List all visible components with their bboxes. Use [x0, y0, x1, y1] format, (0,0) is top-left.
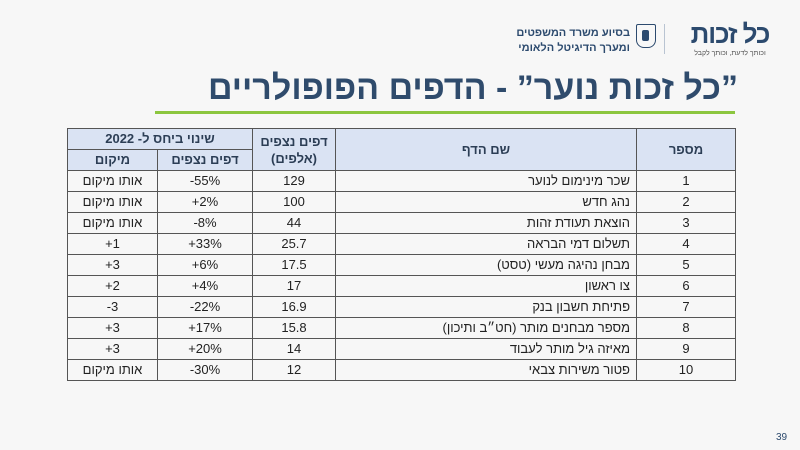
cell-page-name: פטור משירות צבאי: [335, 359, 637, 381]
cell-change-views: +6%: [157, 254, 253, 276]
cell-page-name: מספר מבחנים מותר (חט״ב ותיכון): [335, 317, 637, 339]
cell-number: 7: [636, 296, 736, 318]
cell-views: 17: [252, 275, 336, 297]
cell-page-name: צו ראשון: [335, 275, 637, 297]
kol-zchut-logo: כל זכות וכותך לדעת, וכותך לקבל: [672, 20, 788, 59]
cell-number: 3: [636, 212, 736, 234]
cell-change-rank: +3: [67, 338, 158, 360]
cell-change-views: +20%: [157, 338, 253, 360]
table-row: 4 תשלום דמי הבראה 25.7 +33% +1: [67, 233, 736, 255]
cell-page-name: מאיזה גיל מותר לעבוד: [335, 338, 637, 360]
cell-views: 100: [252, 191, 336, 213]
header-views: דפים נצפים (אלפים): [252, 128, 336, 171]
cell-views: 14: [252, 338, 336, 360]
cell-views: 25.7: [252, 233, 336, 255]
ministry-line-2: ומערך הדיגיטל הלאומי: [518, 42, 630, 54]
table-row: 7 פתיחת חשבון בנק 16.9 -22% -3: [67, 296, 736, 318]
logo-tagline: וכותך לדעת, וכותך לקבל: [694, 50, 766, 57]
page-number: 39: [776, 432, 788, 443]
cell-change-rank: +1: [67, 233, 158, 255]
cell-number: 2: [636, 191, 736, 213]
title-underline: [155, 111, 735, 114]
cell-number: 6: [636, 275, 736, 297]
cell-change-rank: אותו מיקום: [67, 170, 158, 192]
cell-page-name: תשלום דמי הבראה: [335, 233, 637, 255]
table-row: 10 פטור משירות צבאי 12 -30% אותו מיקום: [67, 359, 736, 381]
cell-change-views: +33%: [157, 233, 253, 255]
header-change-views: דפים נצפים: [157, 149, 253, 171]
cell-change-rank: אותו מיקום: [67, 212, 158, 234]
cell-change-views: +4%: [157, 275, 253, 297]
cell-number: 4: [636, 233, 736, 255]
cell-number: 9: [636, 338, 736, 360]
table-row: 6 צו ראשון 17 +4% +2: [67, 275, 736, 297]
table-row: 3 הוצאת תעודת זהות 44 -8% אותו מיקום: [67, 212, 736, 234]
logo-divider: [664, 24, 665, 54]
cell-views: 12: [252, 359, 336, 381]
header-change-rank: מיקום: [67, 149, 158, 171]
logo-text: כל זכות: [690, 19, 771, 49]
header-change-group: שינוי ביחס ל- 2022: [67, 128, 253, 150]
cell-page-name: שכר מינימום לנוער: [335, 170, 637, 192]
table-row: 8 מספר מבחנים מותר (חט״ב ותיכון) 15.8 +17% +…: [67, 317, 736, 339]
cell-views: 16.9: [252, 296, 336, 318]
cell-change-views: +2%: [157, 191, 253, 213]
cell-change-views: -30%: [157, 359, 253, 381]
state-emblem-icon: [636, 24, 656, 48]
slide-title: ”כל זכות נוער” - הדפים הפופולריים: [207, 69, 738, 107]
cell-page-name: נהג חדש: [335, 191, 637, 213]
cell-change-rank: -3: [67, 296, 158, 318]
table-row: 5 מבחן נהיגה מעשי (טסט) 17.5 +6% +3: [67, 254, 736, 276]
cell-change-rank: +3: [67, 317, 158, 339]
header-page-name: שם הדף: [335, 128, 637, 171]
cell-number: 1: [636, 170, 736, 192]
cell-page-name: פתיחת חשבון בנק: [335, 296, 637, 318]
ministry-line-1: בסיוע משרד המשפטים: [516, 27, 630, 39]
cell-views: 44: [252, 212, 336, 234]
table-row: 1 שכר מינימום לנוער 129 -55% אותו מיקום: [67, 170, 736, 192]
cell-change-views: -22%: [157, 296, 253, 318]
header-number: מספר: [636, 128, 736, 171]
cell-number: 10: [636, 359, 736, 381]
cell-number: 8: [636, 317, 736, 339]
table-row: 2 נהג חדש 100 +2% אותו מיקום: [67, 191, 736, 213]
cell-views: 129: [252, 170, 336, 192]
cell-number: 5: [636, 254, 736, 276]
cell-change-views: -55%: [157, 170, 253, 192]
popular-pages-table: מספר שם הדף דפים נצפים (אלפים) שינוי ביח…: [67, 128, 736, 381]
cell-change-rank: אותו מיקום: [67, 191, 158, 213]
cell-views: 17.5: [252, 254, 336, 276]
cell-page-name: מבחן נהיגה מעשי (טסט): [335, 254, 637, 276]
cell-change-views: +17%: [157, 317, 253, 339]
cell-change-rank: +2: [67, 275, 158, 297]
cell-page-name: הוצאת תעודת זהות: [335, 212, 637, 234]
cell-change-rank: אותו מיקום: [67, 359, 158, 381]
cell-views: 15.8: [252, 317, 336, 339]
cell-change-rank: +3: [67, 254, 158, 276]
table-row: 9 מאיזה גיל מותר לעבוד 14 +20% +3: [67, 338, 736, 360]
ministry-credit: בסיוע משרד המשפטים ומערך הדיגיטל הלאומי: [490, 26, 630, 56]
cell-change-views: -8%: [157, 212, 253, 234]
